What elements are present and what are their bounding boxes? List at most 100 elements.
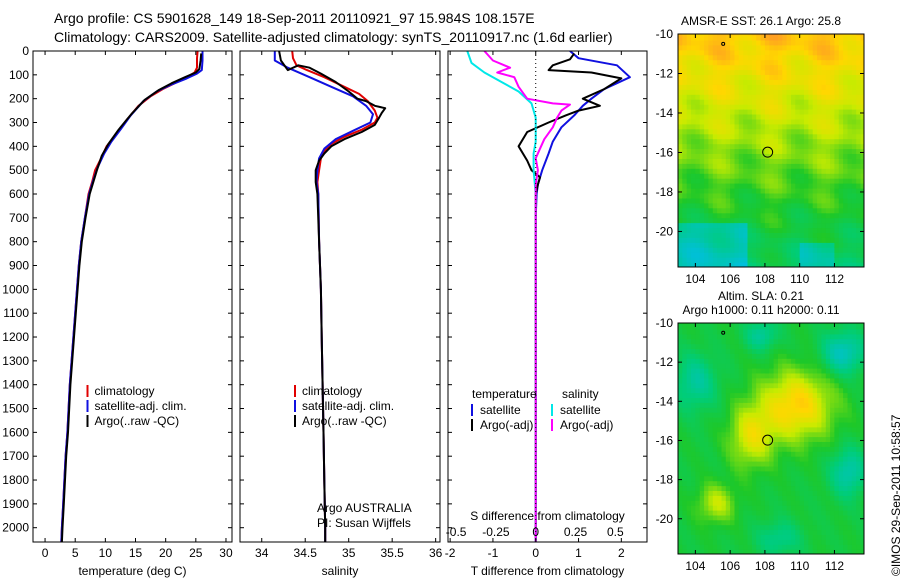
map-cell bbox=[795, 333, 801, 340]
map-cell bbox=[721, 490, 727, 496]
map-cell bbox=[778, 363, 783, 369]
map-cell bbox=[856, 431, 862, 438]
map-cell bbox=[704, 431, 709, 438]
map-cell bbox=[838, 39, 844, 46]
map-cell bbox=[738, 358, 744, 364]
map-cell bbox=[804, 178, 809, 184]
map-cell bbox=[773, 138, 779, 145]
map-cell bbox=[817, 451, 822, 457]
map-cell bbox=[843, 475, 848, 482]
map-cell bbox=[743, 402, 749, 408]
map-frame bbox=[677, 33, 865, 268]
map-cell bbox=[856, 480, 862, 487]
map-cell bbox=[678, 524, 683, 531]
map-cell bbox=[778, 84, 783, 90]
map-cell bbox=[721, 505, 727, 511]
map-cell bbox=[799, 262, 805, 267]
map-cell bbox=[747, 402, 753, 408]
map-title: Argo h1000: 0.11 h2000: 0.11 bbox=[682, 303, 839, 317]
map-cell bbox=[817, 84, 822, 90]
map-cell bbox=[804, 123, 809, 130]
map-cell bbox=[851, 475, 857, 482]
map-cell bbox=[799, 79, 805, 85]
map-cell bbox=[751, 417, 757, 423]
map-cell bbox=[821, 353, 827, 359]
map-cell bbox=[678, 227, 683, 233]
map-cell bbox=[734, 480, 740, 487]
map-cell bbox=[743, 222, 749, 229]
map-cell bbox=[847, 202, 853, 209]
map-cell bbox=[686, 74, 692, 80]
map-cell bbox=[843, 202, 848, 209]
map-cell bbox=[712, 59, 718, 66]
map-cell bbox=[821, 323, 827, 325]
map-cell bbox=[760, 84, 766, 90]
map-cell bbox=[712, 34, 718, 36]
map-cell bbox=[847, 173, 853, 179]
map-cell bbox=[678, 118, 683, 125]
map-cell bbox=[817, 153, 822, 159]
map-cell bbox=[851, 99, 857, 105]
map-cell bbox=[699, 89, 705, 95]
map-cell bbox=[795, 104, 801, 110]
map-cell bbox=[699, 34, 705, 36]
map-cell bbox=[725, 465, 731, 472]
map-cell bbox=[843, 377, 848, 384]
map-cell bbox=[747, 323, 753, 325]
map-cell bbox=[764, 128, 770, 135]
map-cell bbox=[773, 158, 779, 164]
map-cell bbox=[691, 417, 696, 423]
map-cell bbox=[851, 368, 857, 374]
map-cell bbox=[699, 465, 705, 472]
map-cell bbox=[738, 193, 744, 199]
map-cell bbox=[734, 35, 740, 41]
map-cell bbox=[843, 470, 848, 477]
map-cell bbox=[704, 514, 709, 521]
map-cell bbox=[817, 237, 822, 243]
map-cell bbox=[830, 412, 835, 418]
map-cell bbox=[834, 59, 840, 66]
map-cell bbox=[812, 237, 818, 243]
map-cell bbox=[791, 456, 796, 462]
map-cell bbox=[730, 377, 735, 384]
map-cell bbox=[804, 338, 809, 345]
map-cell bbox=[817, 173, 822, 179]
map-cell bbox=[725, 372, 731, 379]
map-cell bbox=[834, 163, 840, 169]
map-cell bbox=[773, 338, 779, 345]
map-cell bbox=[799, 99, 805, 105]
panel-annotation: Argo AUSTRALIA bbox=[317, 501, 412, 515]
map-cell bbox=[699, 69, 705, 75]
map-cell bbox=[734, 49, 740, 56]
map-cell bbox=[764, 133, 770, 140]
map-cell bbox=[786, 382, 792, 389]
map-cell bbox=[834, 397, 840, 403]
map-cell bbox=[799, 69, 805, 75]
map-cell bbox=[782, 193, 788, 199]
map-cell bbox=[812, 353, 818, 359]
map-cell bbox=[734, 421, 740, 428]
map-cell bbox=[764, 109, 770, 115]
map-cell bbox=[799, 44, 805, 51]
map-cell bbox=[717, 431, 722, 438]
map-cell bbox=[738, 64, 744, 71]
map-cell bbox=[764, 446, 770, 452]
map-cell bbox=[778, 407, 783, 413]
map-cell bbox=[734, 510, 740, 516]
map-cell bbox=[734, 168, 740, 174]
map-cell bbox=[682, 451, 688, 457]
map-cell bbox=[756, 421, 762, 428]
map-cell bbox=[734, 490, 740, 496]
map-cell bbox=[812, 549, 818, 554]
map-cell bbox=[851, 441, 857, 447]
map-cell bbox=[764, 333, 770, 340]
map-cell bbox=[834, 123, 840, 130]
map-cell bbox=[834, 421, 840, 428]
map-cell bbox=[678, 173, 683, 179]
map-cell bbox=[860, 237, 864, 243]
map-cell bbox=[756, 510, 762, 516]
map-cell bbox=[778, 188, 783, 194]
map-cell bbox=[804, 153, 809, 159]
map-cell bbox=[695, 128, 701, 135]
map-cell bbox=[795, 377, 801, 384]
